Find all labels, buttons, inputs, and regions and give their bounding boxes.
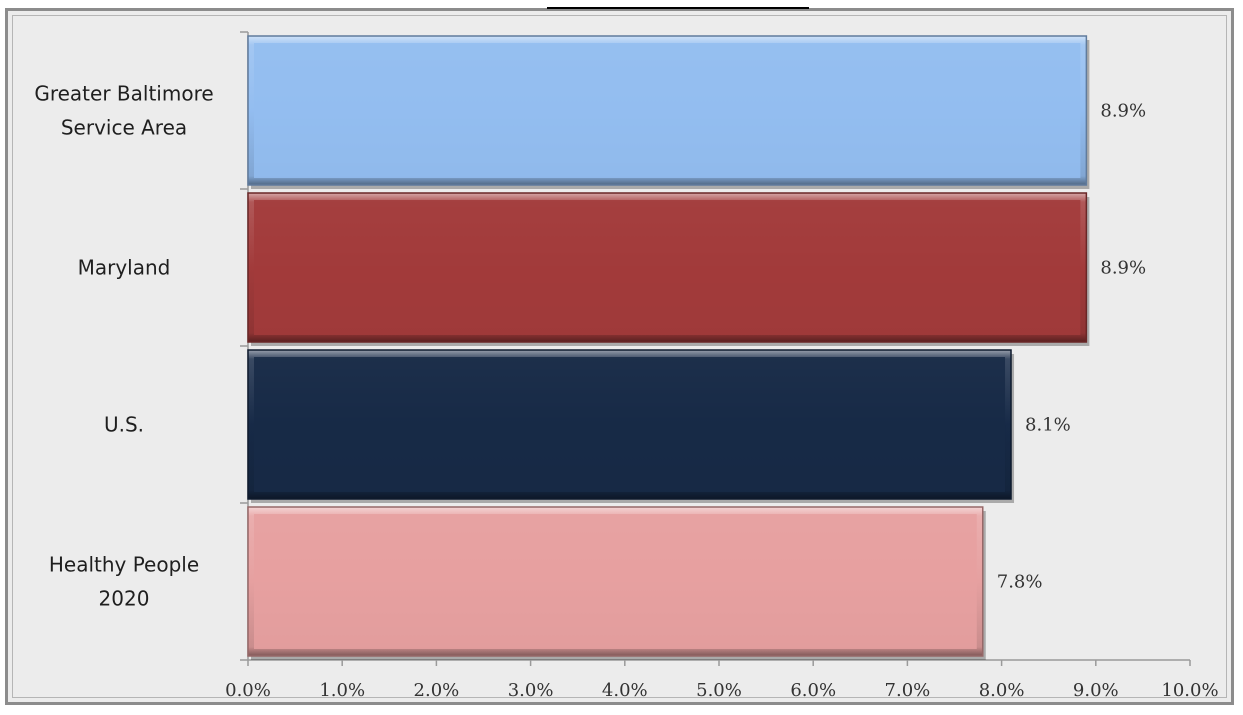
x-tick-label: 2.0% xyxy=(414,680,460,701)
data-label: 8.9% xyxy=(1100,101,1146,122)
x-tick-label: 7.0% xyxy=(885,680,931,701)
x-tick-label: 8.0% xyxy=(979,680,1025,701)
category-label: Healthy People xyxy=(49,553,199,577)
data-label: 8.1% xyxy=(1025,415,1071,436)
x-tick-label: 10.0% xyxy=(1161,680,1218,701)
category-label: U.S. xyxy=(104,413,144,437)
bar-face xyxy=(254,357,1006,492)
category-label: 2020 xyxy=(99,587,150,611)
x-tick-label: 0.0% xyxy=(225,680,271,701)
x-tick-label: 4.0% xyxy=(602,680,648,701)
category-label: Greater Baltimore xyxy=(34,82,213,106)
plot-area-border xyxy=(12,15,1227,698)
bar-face xyxy=(254,514,977,649)
x-tick-label: 1.0% xyxy=(319,680,365,701)
bar-face xyxy=(254,200,1081,335)
x-tick-label: 6.0% xyxy=(790,680,836,701)
x-tick-label: 5.0% xyxy=(696,680,742,701)
chart-title-strip xyxy=(547,0,809,9)
x-tick-label: 9.0% xyxy=(1073,680,1119,701)
x-tick-label: 3.0% xyxy=(508,680,554,701)
data-label: 7.8% xyxy=(997,572,1043,593)
category-label: Maryland xyxy=(78,256,171,280)
category-label: Service Area xyxy=(61,116,187,140)
bar-face xyxy=(254,43,1081,178)
data-label: 8.9% xyxy=(1100,258,1146,279)
